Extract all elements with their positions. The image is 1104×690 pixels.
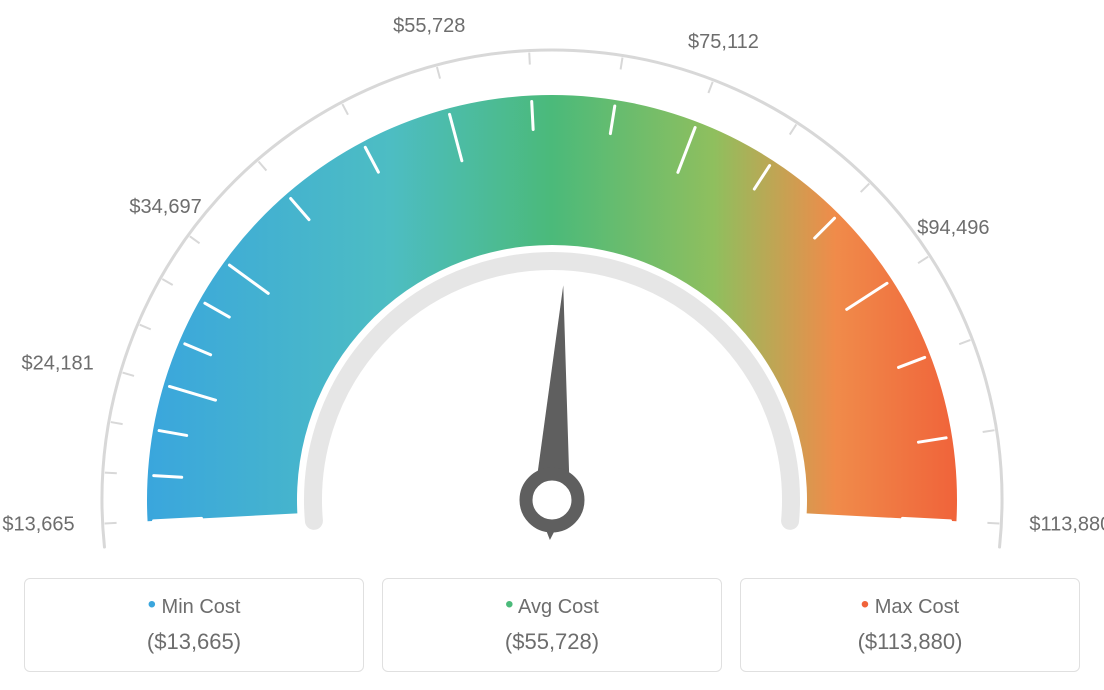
gauge-tick-label: $55,728 [393, 15, 465, 38]
max-cost-title: • Max Cost [753, 593, 1067, 619]
max-cost-value: ($113,880) [753, 629, 1067, 655]
min-cost-value: ($13,665) [37, 629, 351, 655]
gauge-tick-label: $13,665 [2, 514, 74, 537]
avg-cost-title: • Avg Cost [395, 593, 709, 619]
avg-cost-bullet: • [505, 591, 513, 618]
gauge-svg [0, 0, 1104, 555]
max-cost-label: Max Cost [875, 596, 959, 618]
max-cost-bullet: • [861, 591, 869, 618]
min-cost-title: • Min Cost [37, 593, 351, 619]
min-cost-label: Min Cost [162, 596, 241, 618]
gauge-tick-label: $34,697 [129, 196, 201, 219]
min-cost-card: • Min Cost ($13,665) [24, 578, 364, 672]
legend-cards: • Min Cost ($13,665) • Avg Cost ($55,728… [24, 578, 1080, 672]
cost-gauge: $13,665 $24,181 $34,697 $55,728 $75,112 $94,4… [0, 0, 1104, 555]
avg-cost-label: Avg Cost [518, 596, 599, 618]
min-cost-bullet: • [148, 591, 156, 618]
max-cost-card: • Max Cost ($113,880) [740, 578, 1080, 672]
gauge-tick-label: $75,112 [688, 31, 759, 54]
avg-cost-card: • Avg Cost ($55,728) [382, 578, 722, 672]
gauge-tick-label: $113,880 [1029, 514, 1104, 537]
gauge-tick-label: $94,496 [917, 217, 989, 240]
gauge-tick-label: $24,181 [21, 353, 93, 376]
avg-cost-value: ($55,728) [395, 629, 709, 655]
